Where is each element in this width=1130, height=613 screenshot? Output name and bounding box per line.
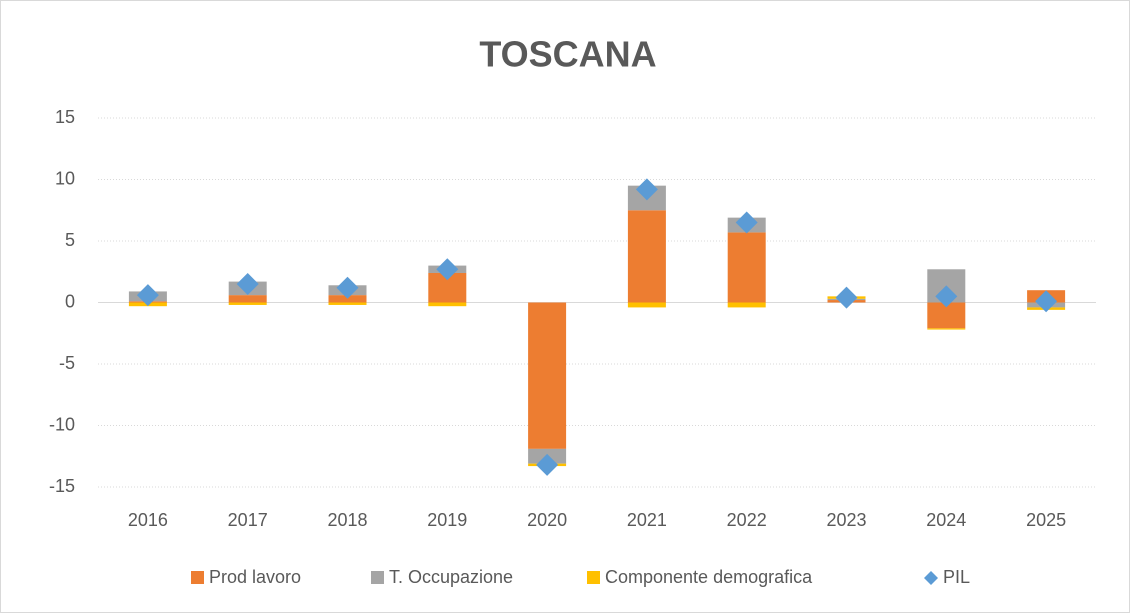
- bar-segment: [428, 302, 467, 307]
- y-tick-label: 15: [55, 107, 75, 127]
- bar-segment: [727, 302, 766, 308]
- x-tick-label: 2025: [1026, 510, 1066, 530]
- x-tick-label: 2018: [327, 510, 367, 530]
- x-tick-label: 2017: [228, 510, 268, 530]
- legend-swatch: [587, 571, 600, 584]
- bar-segment: [328, 302, 367, 305]
- y-tick-label: 0: [65, 291, 75, 311]
- chart-title: TOSCANA: [479, 34, 656, 75]
- y-tick-label: 5: [65, 230, 75, 250]
- x-tick-label: 2016: [128, 510, 168, 530]
- y-tick-label: 10: [55, 168, 75, 188]
- x-tick-label: 2022: [727, 510, 767, 530]
- pil-marker: [236, 273, 259, 296]
- x-tick-label: 2024: [926, 510, 966, 530]
- x-tick-label: 2021: [627, 510, 667, 530]
- pil-marker: [336, 276, 359, 299]
- bar-segment: [328, 295, 367, 303]
- legend-marker: [924, 571, 938, 585]
- pil-marker: [935, 285, 958, 308]
- pil-marker: [735, 211, 758, 234]
- legend-label: Componente demografica: [605, 567, 813, 587]
- y-tick-label: -5: [59, 353, 75, 373]
- y-tick-label: -15: [49, 476, 75, 496]
- x-tick-label: 2020: [527, 510, 567, 530]
- pil-marker: [136, 284, 159, 307]
- bar-segment: [627, 210, 666, 303]
- bar-segment: [228, 295, 267, 303]
- bar-segment: [228, 302, 267, 305]
- legend-label: PIL: [943, 567, 970, 587]
- pil-marker: [436, 258, 459, 281]
- legend-label: T. Occupazione: [389, 567, 513, 587]
- legend-swatch: [371, 571, 384, 584]
- pil-marker: [835, 286, 858, 309]
- x-tick-label: 2019: [427, 510, 467, 530]
- pil-marker: [1035, 290, 1058, 313]
- bar-segment: [927, 328, 966, 330]
- x-tick-label: 2023: [826, 510, 866, 530]
- legend-swatch: [191, 571, 204, 584]
- bar-segment: [627, 302, 666, 308]
- legend-label: Prod lavoro: [209, 567, 301, 587]
- bar-segment: [727, 232, 766, 303]
- bar-segment: [528, 302, 567, 449]
- y-tick-label: -10: [49, 414, 75, 434]
- pil-marker: [635, 178, 658, 201]
- pil-marker: [536, 453, 559, 476]
